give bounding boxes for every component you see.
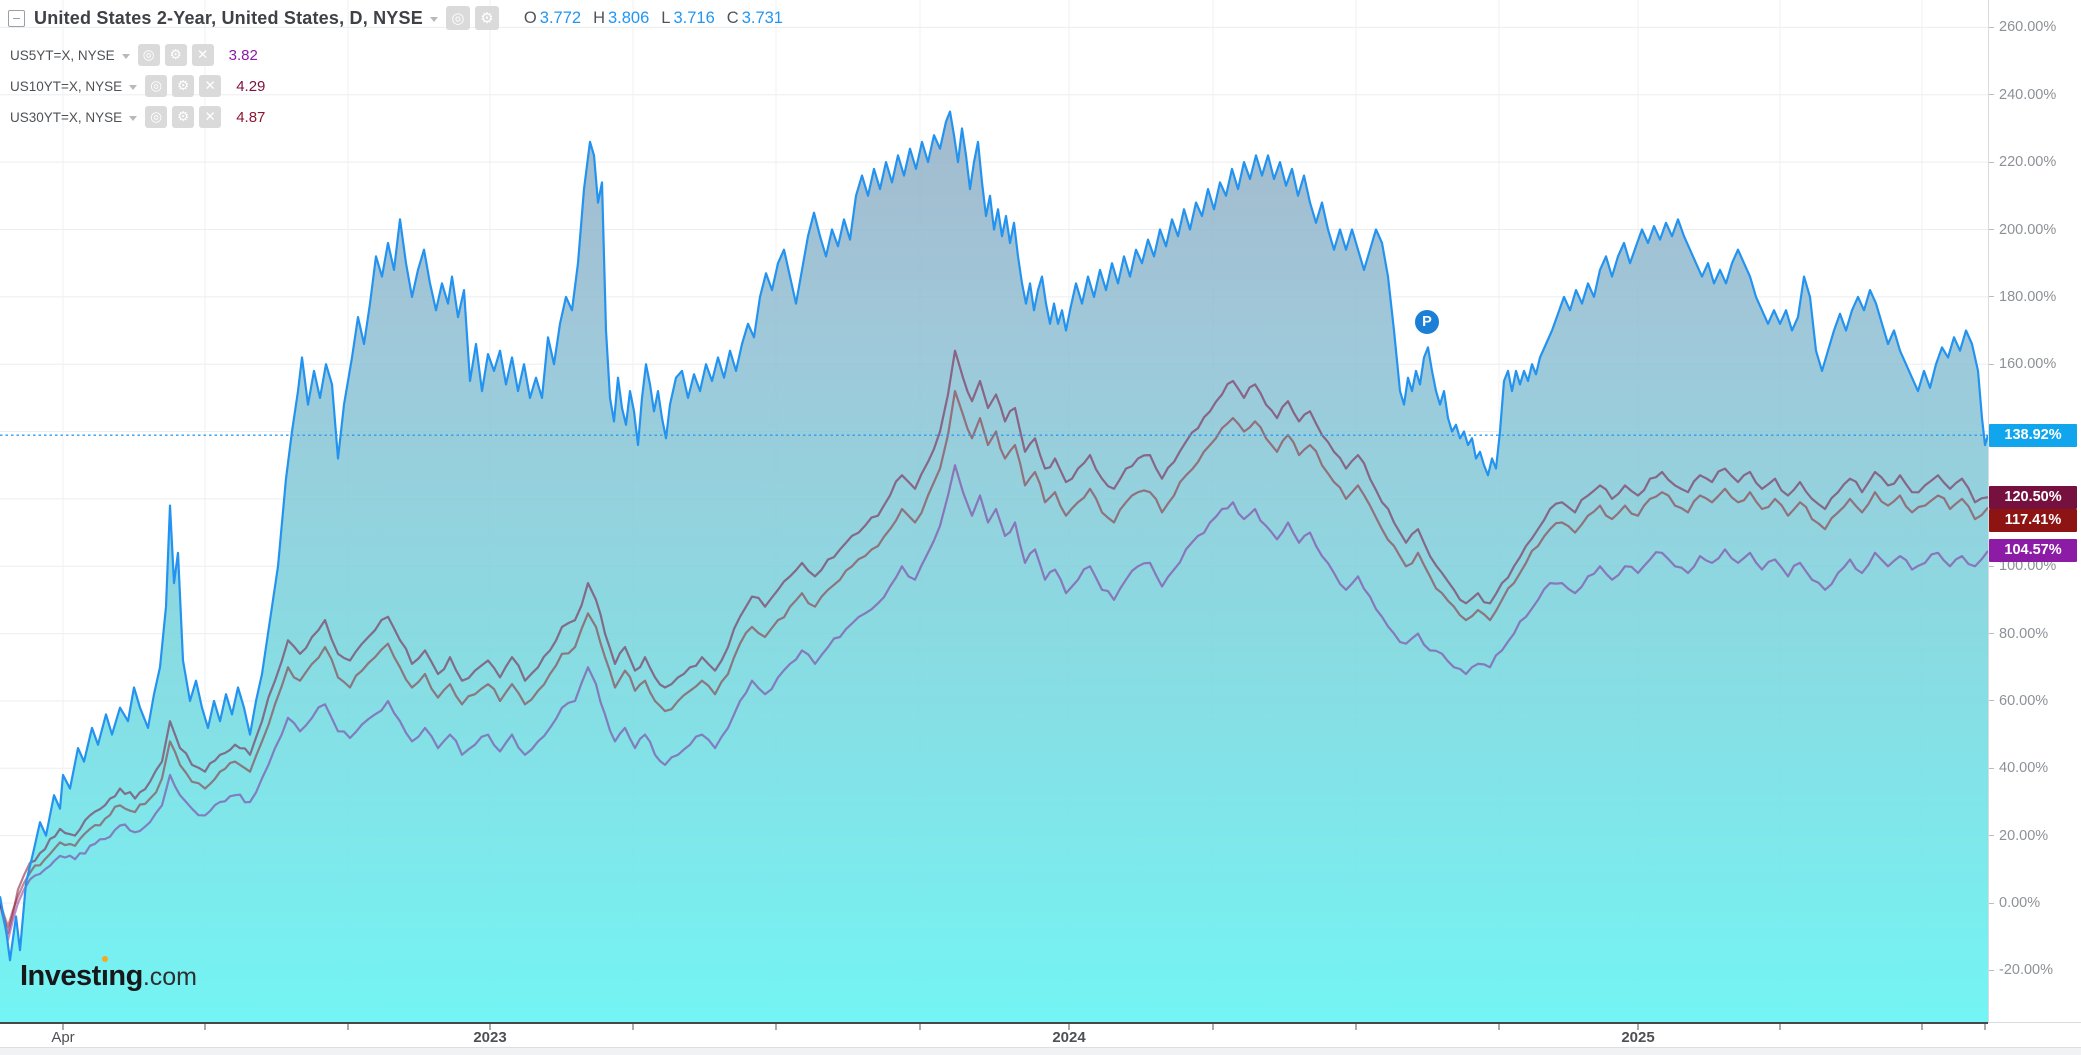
y-axis-tick-label: 60.00% [1989,693,2081,709]
close-icon[interactable]: ✕ [191,44,214,66]
bottom-toolbar-strip [0,1047,2081,1055]
x-axis-tick-mark [1212,1024,1214,1030]
chart-canvas[interactable] [0,0,1988,1022]
last-value: 4.87 [236,108,266,126]
x-axis-tick-label: 2023 [473,1029,507,1046]
x-axis-tick-mark [1068,1024,1070,1030]
symbol-label: US10YT=X, NYSE [10,78,123,94]
time-scale[interactable]: Apr 2023 2024 2025 [0,1022,1988,1049]
gear-icon[interactable]: ⚙ [164,44,187,66]
y-axis-tick-label: 20.00% [1989,828,2081,844]
last-value: 4.29 [236,77,266,95]
investing-com-logo: Investıng.com [20,960,198,992]
chevron-down-icon[interactable] [429,16,438,22]
chevron-down-icon[interactable] [129,84,138,90]
close-icon[interactable]: ✕ [199,75,222,97]
event-marker-badge[interactable]: P [1413,308,1441,336]
logo-orange-dot: ı [100,960,109,992]
open-value: 3.772 [539,8,582,27]
open-label: O [523,8,537,27]
x-axis-tick-mark [775,1024,777,1030]
x-axis-tick-mark [1498,1024,1500,1030]
source-icon[interactable]: ◎ [145,106,168,128]
source-icon[interactable]: ◎ [137,44,160,66]
price-scale[interactable]: 260.00% 240.00% 220.00% 200.00% 180.00% 160.0… [1988,0,2081,1022]
y-axis-tick-label: 220.00% [1989,154,2081,170]
x-axis-tick-mark [1637,1024,1639,1030]
y-axis-tick-label: -20.00% [1989,962,2081,978]
price-tag: 138.92% [1989,423,2077,447]
price-tag: 117.41% [1989,508,2077,532]
x-axis-tick-label: 2024 [1052,1029,1086,1046]
symbol-label: US5YT=X, NYSE [10,47,115,63]
chart-title: United States 2-Year, United States, D, … [34,7,423,28]
y-axis-tick-label: 80.00% [1989,626,2081,642]
axis-corner [1988,1022,2081,1048]
y-axis-tick-label: 0.00% [1989,895,2081,911]
y-axis-tick-label: 200.00% [1989,222,2081,238]
x-axis-tick-mark [62,1024,64,1030]
gear-icon[interactable]: ⚙ [172,106,195,128]
x-axis-tick-label: 2025 [1621,1029,1655,1046]
x-axis-tick-mark [204,1024,206,1030]
overlay-row-us30yt: US30YT=X, NYSE ◎ ⚙ ✕ 4.87 [10,106,265,128]
x-axis-tick-mark [1355,1024,1357,1030]
x-axis-tick-mark [1921,1024,1923,1030]
high-value: 3.806 [607,8,650,27]
y-axis-tick-label: 40.00% [1989,760,2081,776]
last-value: 3.82 [228,46,258,64]
high-label: H [593,8,605,27]
low-value: 3.716 [673,8,715,27]
x-axis-tick-mark [489,1024,491,1030]
x-axis-tick-label: Apr [51,1029,75,1046]
ohlc-values: O 3.772 H 3.806 L 3.716 C 3.731 [518,9,783,28]
price-tag: 104.57% [1989,539,2077,563]
gear-icon[interactable]: ⚙ [172,75,195,97]
main-symbol-row: United States 2-Year, United States, D, … [8,6,783,30]
close-label: C [726,8,739,27]
overlay-row-us5yt: US5YT=X, NYSE ◎ ⚙ ✕ 3.82 [10,44,258,66]
chevron-down-icon[interactable] [129,115,138,121]
x-axis-tick-mark [919,1024,921,1030]
source-icon[interactable]: ◎ [445,6,470,30]
overlay-row-us10yt: US10YT=X, NYSE ◎ ⚙ ✕ 4.29 [10,75,265,97]
chevron-down-icon[interactable] [121,53,130,59]
x-axis-tick-mark [1984,1024,1986,1030]
close-icon[interactable]: ✕ [199,106,222,128]
x-axis-tick-mark [1779,1024,1781,1030]
y-axis-tick-label: 260.00% [1989,19,2081,35]
x-axis-tick-mark [347,1024,349,1030]
y-axis-tick-label: 240.00% [1989,87,2081,103]
collapse-icon[interactable] [8,9,25,27]
symbol-label: US30YT=X, NYSE [10,109,123,125]
y-axis-tick-label: 180.00% [1989,289,2081,305]
low-label: L [661,8,671,27]
y-axis-tick-label: 160.00% [1989,356,2081,372]
source-icon[interactable]: ◎ [145,75,168,97]
close-value: 3.731 [741,8,783,27]
gear-icon[interactable]: ⚙ [474,6,499,30]
price-tag: 120.50% [1989,485,2077,509]
y-axis-tick-label: 100.00% [1989,558,2081,574]
x-axis-tick-mark [632,1024,634,1030]
